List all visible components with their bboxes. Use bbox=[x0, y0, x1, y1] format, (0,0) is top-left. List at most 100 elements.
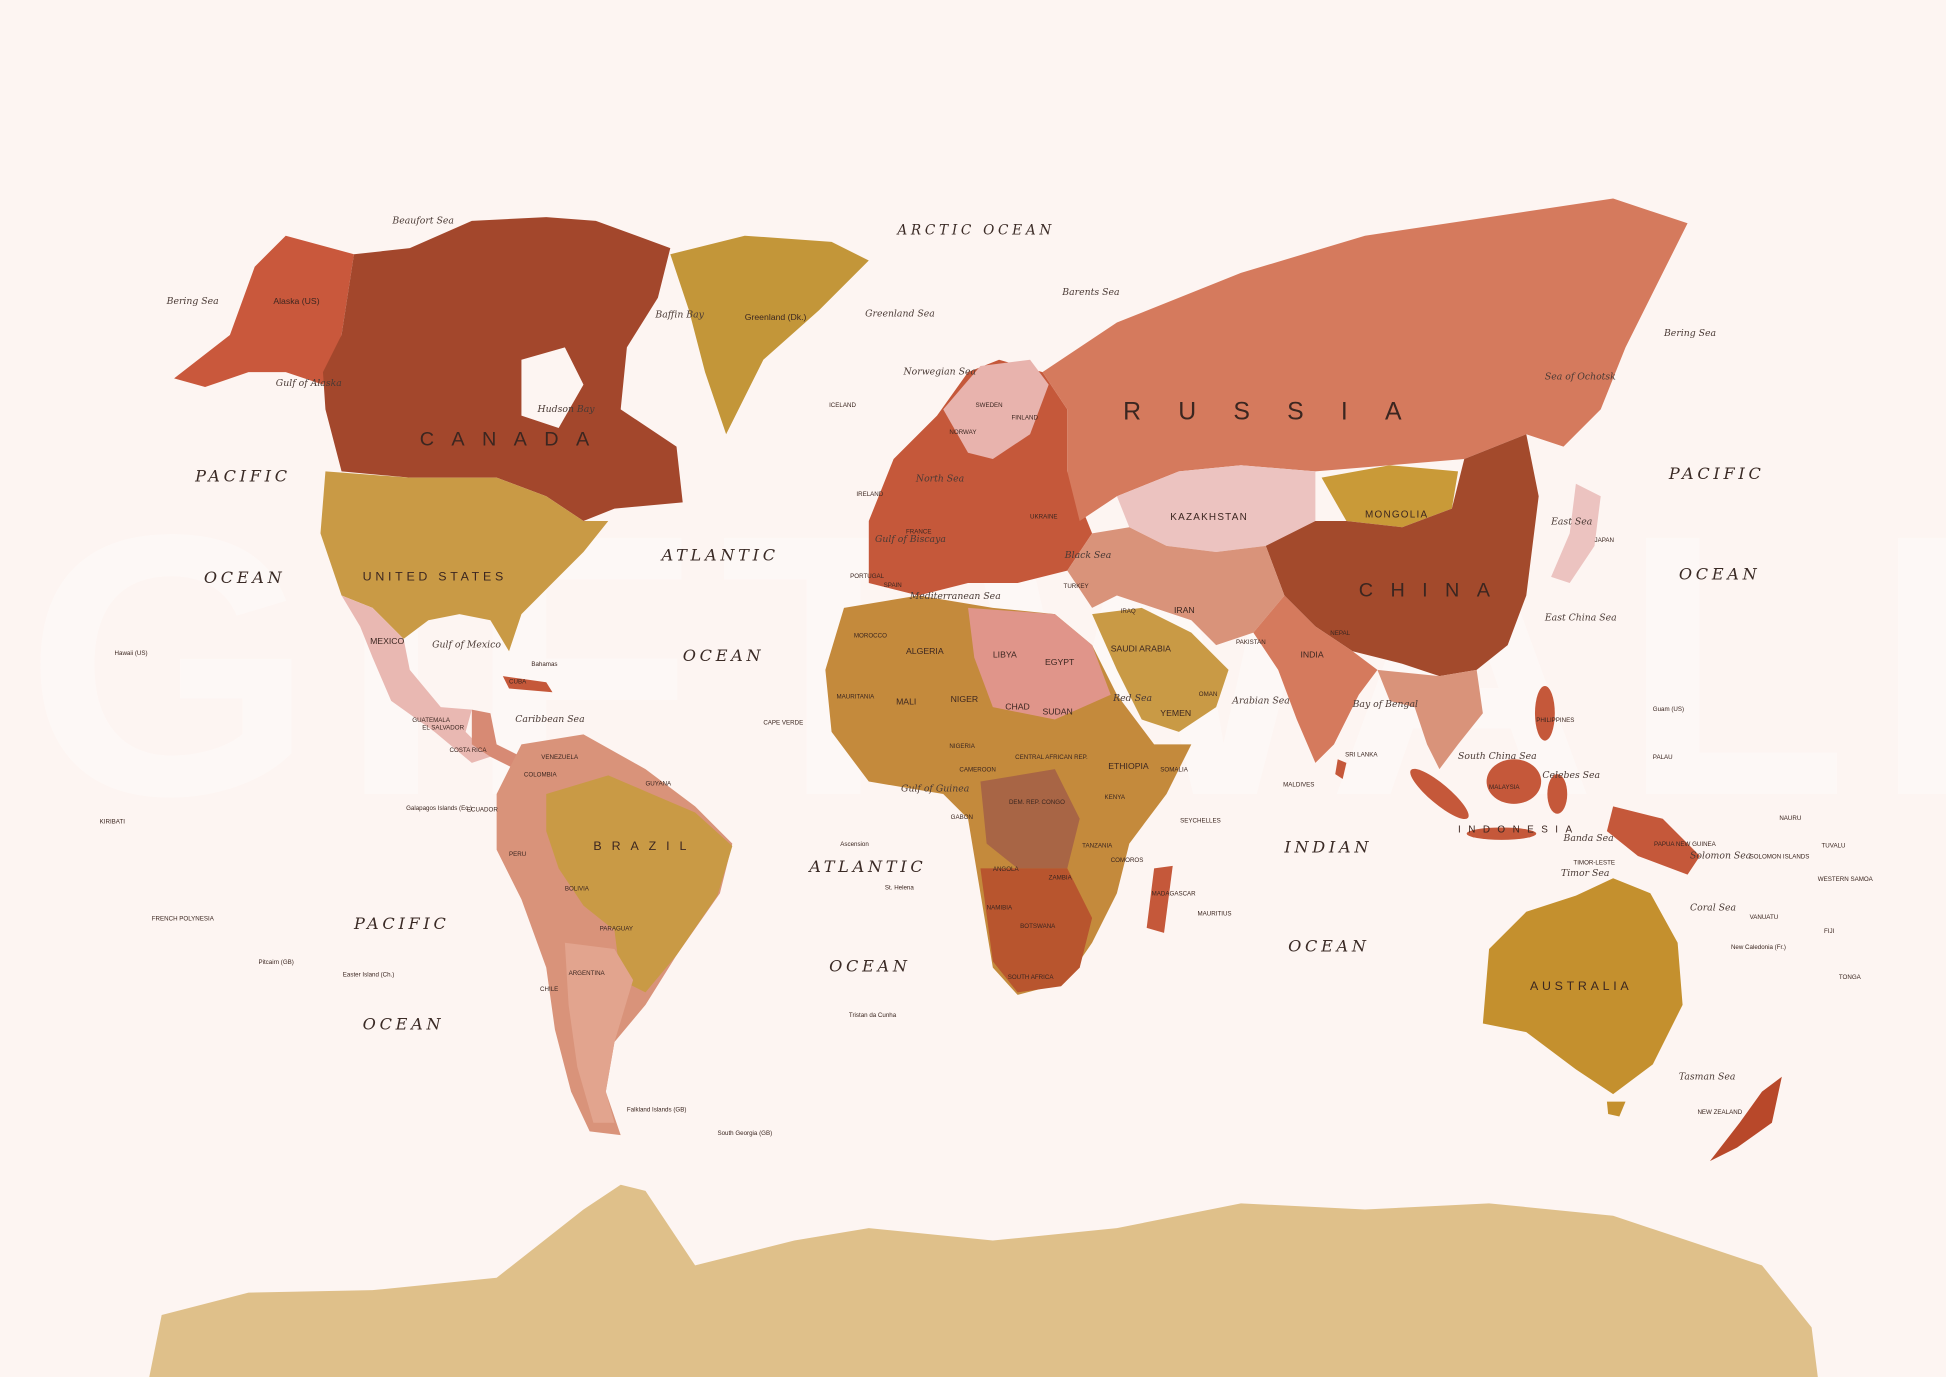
sea-label: Hudson Bay bbox=[537, 404, 596, 415]
country-label: SEYCHELLES bbox=[1180, 817, 1221, 824]
argentina[interactable] bbox=[564, 942, 634, 1123]
country-label-australia: AUSTRALIA bbox=[1530, 979, 1632, 993]
country-label: YEMEN bbox=[1160, 708, 1191, 718]
sea-label: Gulf of Alaska bbox=[276, 378, 342, 389]
country-label: Alaska (US) bbox=[273, 296, 319, 306]
country-label: Falkland Islands (GB) bbox=[627, 1107, 687, 1114]
country-label: PAPUA NEW GUINEA bbox=[1654, 841, 1717, 848]
country-label: SWEDEN bbox=[975, 402, 1002, 409]
country-label: SOMALIA bbox=[1160, 767, 1188, 774]
country-label: New Caledonia (Fr.) bbox=[1731, 944, 1786, 951]
country-label: SUDAN bbox=[1042, 707, 1072, 717]
country-label: PHILIPPINES bbox=[1536, 717, 1574, 724]
country-label: SOUTH AFRICA bbox=[1008, 974, 1055, 981]
cuba[interactable] bbox=[502, 676, 553, 693]
borneo[interactable] bbox=[1486, 759, 1542, 804]
country-label: BOTSWANA bbox=[1020, 923, 1056, 930]
sea-label: Caribbean Sea bbox=[515, 714, 584, 725]
sea-label: Bering Sea bbox=[1663, 328, 1716, 339]
country-label-mongolia: MONGOLIA bbox=[1365, 509, 1428, 520]
country-label: KENYA bbox=[1104, 794, 1125, 801]
country-label-china: CHINA bbox=[1359, 580, 1508, 602]
greenland[interactable] bbox=[670, 235, 869, 435]
country-label: GABON bbox=[951, 814, 973, 821]
sea-label: Red Sea bbox=[1112, 693, 1152, 704]
country-label: TURKEY bbox=[1064, 583, 1089, 590]
central-africa[interactable] bbox=[980, 769, 1080, 869]
africa bbox=[825, 595, 1192, 995]
ocean-label: OCEAN bbox=[363, 1015, 445, 1034]
alaska[interactable] bbox=[174, 235, 354, 388]
ocean-label: PACIFIC bbox=[353, 914, 450, 933]
middle-east[interactable] bbox=[1067, 527, 1285, 646]
ocean-label: ATLANTIC bbox=[660, 546, 779, 565]
country-label: MOROCCO bbox=[854, 633, 887, 640]
java[interactable] bbox=[1466, 827, 1537, 840]
india[interactable] bbox=[1253, 595, 1378, 763]
brazil[interactable] bbox=[546, 775, 733, 993]
scandinavia[interactable] bbox=[943, 359, 1049, 459]
sea-label: Gulf of Biscaya bbox=[875, 534, 946, 545]
country-label: PARAGUAY bbox=[600, 925, 633, 932]
kazakhstan[interactable] bbox=[1116, 465, 1316, 553]
philippines[interactable] bbox=[1534, 686, 1555, 741]
sumatra[interactable] bbox=[1405, 762, 1475, 825]
country-label: COMOROS bbox=[1111, 857, 1144, 864]
southern-africa[interactable] bbox=[980, 868, 1093, 993]
country-label: GUYANA bbox=[645, 780, 672, 787]
europe[interactable] bbox=[868, 359, 1093, 596]
country-label-canada: CANADA bbox=[420, 428, 607, 450]
country-label: TONGA bbox=[1839, 974, 1862, 981]
country-label: ETHIOPIA bbox=[1108, 761, 1149, 771]
central-america[interactable] bbox=[471, 709, 522, 770]
sri-lanka[interactable] bbox=[1335, 759, 1347, 780]
country-label-kazakhstan: KAZAKHSTAN bbox=[1170, 512, 1248, 523]
australia[interactable] bbox=[1482, 878, 1683, 1095]
canada[interactable] bbox=[322, 217, 683, 522]
country-label: TANZANIA bbox=[1082, 842, 1113, 849]
country-labels-large: CANADA RUSSIA CHINA BRAZIL INDONESIA UNI… bbox=[363, 398, 1632, 993]
country-label: SPAIN bbox=[884, 582, 902, 589]
mongolia[interactable] bbox=[1321, 465, 1459, 528]
new-zealand[interactable] bbox=[1709, 1076, 1782, 1162]
country-label: IRAN bbox=[1174, 605, 1195, 615]
ocean-label: INDIAN bbox=[1283, 837, 1372, 856]
country-label: COLOMBIA bbox=[524, 772, 558, 779]
ocean-labels: PACIFIC OCEAN ATLANTIC OCEAN PACIFIC OCE… bbox=[194, 222, 1761, 1034]
sea-label: Black Sea bbox=[1064, 550, 1112, 561]
sea-label: Banda Sea bbox=[1562, 833, 1613, 844]
country-label: NORWAY bbox=[949, 429, 976, 436]
country-label: NIGER bbox=[951, 694, 978, 704]
russia[interactable] bbox=[1042, 198, 1688, 522]
japan[interactable] bbox=[1551, 483, 1601, 584]
country-label: CUBA bbox=[509, 679, 527, 686]
tasmania[interactable] bbox=[1606, 1101, 1626, 1117]
sea-label: Bering Sea bbox=[166, 296, 219, 307]
country-label: TUVALU bbox=[1822, 842, 1846, 849]
country-label: NEPAL bbox=[1330, 630, 1350, 637]
arabia[interactable] bbox=[1092, 607, 1229, 732]
united-states[interactable] bbox=[320, 471, 609, 652]
north-africa-east[interactable] bbox=[968, 607, 1111, 720]
sea-label: Arabian Sea bbox=[1231, 695, 1290, 706]
southeast-asia[interactable] bbox=[1377, 669, 1483, 770]
new-guinea[interactable] bbox=[1606, 806, 1700, 875]
country-label: ICELAND bbox=[829, 402, 856, 409]
china[interactable] bbox=[1265, 434, 1539, 677]
country-label: COSTA RICA bbox=[449, 747, 487, 754]
country-label: Bahamas bbox=[531, 661, 557, 668]
country-label: DEM. REP. CONGO bbox=[1009, 799, 1065, 806]
sea-labels: Beaufort Sea Bering Sea Gulf of Alaska B… bbox=[166, 215, 1752, 1082]
sulawesi[interactable] bbox=[1547, 774, 1568, 814]
sea-label: Baffin Bay bbox=[654, 310, 704, 321]
country-label: FIJI bbox=[1824, 928, 1835, 935]
mexico[interactable] bbox=[341, 595, 491, 763]
antarctica[interactable] bbox=[149, 1184, 1818, 1377]
country-label: MAURITANIA bbox=[837, 693, 876, 700]
sea-label: East Sea bbox=[1550, 517, 1592, 528]
country-label: Greenland (Dk.) bbox=[745, 312, 807, 322]
country-label: WESTERN SAMOA bbox=[1818, 876, 1874, 883]
country-label: GUATEMALA bbox=[412, 717, 451, 724]
ocean-label: OCEAN bbox=[683, 646, 765, 665]
